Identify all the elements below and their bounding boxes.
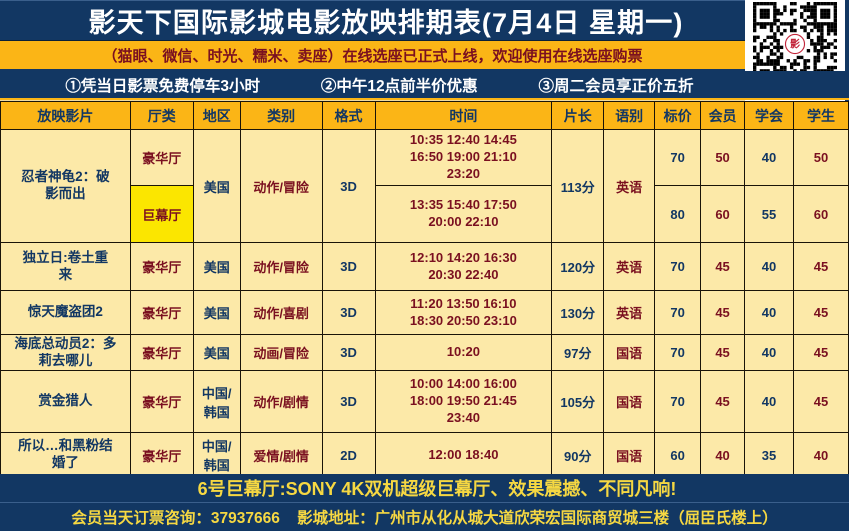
svg-text:影: 影 [790, 38, 800, 50]
